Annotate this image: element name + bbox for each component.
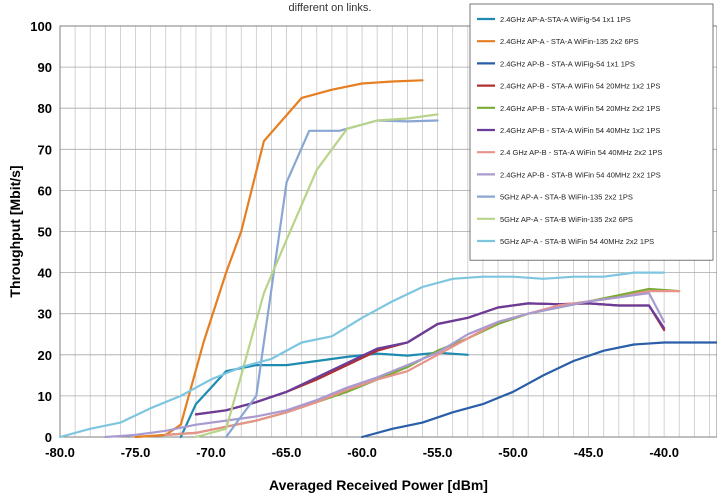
y-tick-label: 100 — [30, 19, 52, 34]
legend-label: 2.4GHz AP-B - STA-A WiFig-54 1x1 1PS — [500, 59, 635, 68]
series-line — [179, 351, 469, 439]
top-note: different on links. — [289, 2, 372, 14]
x-axis-title: Averaged Received Power [dBm] — [269, 477, 488, 493]
series-line — [194, 302, 666, 416]
y-tick-label: 90 — [38, 60, 52, 75]
series-line — [104, 292, 666, 439]
y-tick-label: 20 — [38, 348, 52, 363]
y-tick-label: 10 — [38, 389, 52, 404]
series-line — [225, 119, 439, 439]
y-tick-label: 60 — [38, 183, 52, 198]
y-tick-labels: 0 10 20 30 40 50 60 70 80 90 100 — [30, 19, 52, 445]
legend: 2.4GHz AP-A-STA-A WiFig-54 1x1 1PS 2.4GHz… — [469, 3, 714, 261]
y-tick-label: 40 — [38, 266, 52, 281]
legend-box — [469, 3, 714, 261]
x-tick-label: -55.0 — [423, 445, 453, 460]
x-tick-label: -75.0 — [121, 445, 151, 460]
y-tick-label: 0 — [45, 430, 52, 445]
x-tick-label: -60.0 — [347, 445, 377, 460]
legend-label: 2.4GHz AP-B - STA-A WiFin 54 20MHz 2x2 1… — [500, 104, 660, 113]
legend-label: 5GHz AP-A - STA-B WiFin 54 40MHz 2x2 1PS — [500, 237, 654, 246]
legend-label: 2.4GHz AP-B - STA-B WiFin 54 40MHz 2x2 1… — [500, 170, 661, 179]
series-line — [194, 113, 439, 439]
y-tick-label: 70 — [38, 142, 52, 157]
legend-label: 2.4GHz AP-A-STA-A WiFig-54 1x1 1PS — [500, 15, 631, 24]
series-layer — [58, 79, 717, 439]
y-tick-label: 80 — [38, 101, 52, 116]
x-tick-label: -40.0 — [649, 445, 679, 460]
series-line — [58, 271, 666, 439]
x-tick-label: -45.0 — [574, 445, 604, 460]
y-tick-label: 30 — [38, 307, 52, 322]
x-tick-label: -80.0 — [45, 445, 75, 460]
x-tick-label: -50.0 — [498, 445, 528, 460]
series-line — [134, 79, 424, 439]
y-tick-label: 50 — [38, 225, 52, 240]
legend-label: 2.4 GHz AP-B - STA-A WiFin 54 40MHz 2x2 … — [500, 148, 662, 157]
plot-frame — [59, 25, 717, 438]
legend-label: 5GHz AP-A - STA-B WiFin-135 2x2 1PS — [500, 193, 633, 202]
x-tick-label: -70.0 — [196, 445, 226, 460]
y-axis-title: Throughput [Mbit/s] — [7, 165, 23, 297]
x-tick-label: -65.0 — [272, 445, 302, 460]
x-tick-labels: -80.0 -75.0 -70.0 -65.0 -60.0 -55.0 -50.0 -45.0… — [45, 445, 679, 460]
grid — [59, 25, 717, 438]
legend-label: 2.4GHz AP-B - STA-A WiFin 54 40MHz 1x2 1… — [500, 126, 660, 135]
series-line — [361, 341, 717, 439]
legend-label: 5GHz AP-A - STA-B WiFin-135 2x2 6PS — [500, 215, 633, 224]
legend-label: 2.4GHz AP-A - STA-A WiFin-135 2x2 6PS — [500, 37, 639, 46]
legend-label: 2.4GHz AP-B - STA-A WiFin 54 20MHz 1x2 1… — [500, 82, 660, 91]
legend-items: 2.4GHz AP-A-STA-A WiFig-54 1x1 1PS 2.4GHz… — [477, 15, 662, 246]
